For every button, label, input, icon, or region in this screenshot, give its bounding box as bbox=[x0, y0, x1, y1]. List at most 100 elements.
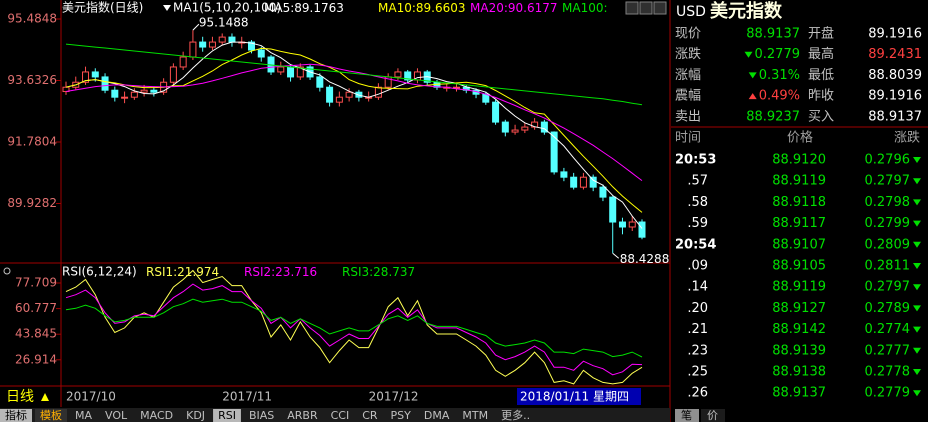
button-icon[interactable] bbox=[625, 1, 639, 15]
tab[interactable]: 更多.. bbox=[496, 408, 536, 422]
tab[interactable]: BIAS bbox=[243, 409, 280, 422]
tab[interactable]: CCI bbox=[325, 409, 355, 422]
tab[interactable]: MA bbox=[70, 409, 98, 422]
tab-label[interactable]: MA bbox=[75, 409, 92, 422]
tab-bg[interactable] bbox=[385, 409, 416, 422]
tab-label[interactable]: DMA bbox=[424, 409, 450, 422]
tab-bg[interactable] bbox=[325, 409, 355, 422]
tick-change: 0.2798 bbox=[865, 195, 911, 210]
tab[interactable]: 指标 bbox=[0, 408, 32, 422]
legend-value: 89.6603 bbox=[416, 1, 466, 15]
tab[interactable]: VOL bbox=[100, 409, 133, 422]
indicator-name[interactable]: MA1(5,10,20,100) bbox=[173, 1, 281, 15]
tab-bg[interactable] bbox=[357, 409, 383, 422]
tab-bg[interactable] bbox=[135, 409, 179, 422]
candle-body bbox=[121, 96, 129, 99]
button-icon[interactable] bbox=[653, 1, 667, 15]
tab-bg[interactable] bbox=[0, 409, 32, 422]
menu-arrow[interactable] bbox=[163, 5, 171, 11]
tab-label[interactable]: CCI bbox=[331, 409, 350, 422]
candle-body bbox=[618, 221, 626, 228]
candle-body bbox=[277, 66, 285, 73]
tab-bg[interactable] bbox=[496, 409, 536, 422]
tab-label[interactable]: VOL bbox=[105, 409, 128, 422]
quote-value: 0.31% bbox=[759, 68, 800, 83]
tick-change: 0.2799 bbox=[865, 216, 911, 231]
tab[interactable]: MACD bbox=[135, 409, 179, 422]
down-arrow bbox=[913, 284, 921, 291]
quote-value: 89.1916 bbox=[868, 89, 922, 104]
tab-label[interactable]: KDJ bbox=[186, 409, 205, 422]
side-tab-bg[interactable] bbox=[675, 409, 699, 422]
side-tab-label[interactable]: 价 bbox=[707, 409, 718, 422]
down-arrow bbox=[913, 178, 921, 185]
tab-bg[interactable] bbox=[35, 409, 67, 422]
tab-bg[interactable] bbox=[181, 409, 211, 422]
tab-bg[interactable] bbox=[282, 409, 323, 422]
tick-change: 0.2796 bbox=[865, 153, 911, 168]
tab[interactable]: ARBR bbox=[282, 409, 323, 422]
down-arrow bbox=[744, 51, 753, 58]
candle-body bbox=[335, 96, 343, 103]
period-label[interactable]: 日线 bbox=[6, 389, 34, 405]
button-icon[interactable] bbox=[639, 1, 653, 15]
tab-label[interactable]: CR bbox=[362, 409, 378, 422]
tab-label[interactable]: 更多.. bbox=[501, 408, 530, 422]
side-tab-label[interactable]: 笔 bbox=[681, 408, 692, 422]
down-arrow bbox=[748, 72, 757, 79]
tab[interactable]: PSY bbox=[385, 409, 416, 422]
tick-change: 0.2774 bbox=[865, 322, 911, 337]
side-tab-bg[interactable] bbox=[701, 409, 725, 422]
candle-body bbox=[550, 131, 558, 173]
tab-label[interactable]: MTM bbox=[462, 409, 488, 422]
tab[interactable]: DMA bbox=[418, 409, 455, 422]
down-arrow bbox=[913, 305, 921, 312]
tab-bg[interactable] bbox=[243, 409, 280, 422]
x-tick-label: 2017/10 bbox=[66, 390, 116, 404]
tab-label[interactable]: RSI bbox=[218, 409, 236, 422]
tab-bg[interactable] bbox=[418, 409, 455, 422]
tab-bg[interactable] bbox=[100, 409, 133, 422]
tab[interactable]: 模板 bbox=[35, 408, 67, 422]
y-tick-label: 43.845 bbox=[15, 327, 57, 341]
tab-bg[interactable] bbox=[213, 409, 241, 422]
tab-bg[interactable] bbox=[457, 409, 494, 422]
tick-time: .57 bbox=[687, 174, 708, 189]
low-label: 88.4288 bbox=[620, 252, 670, 266]
quote-label: 昨收 bbox=[808, 89, 834, 104]
quote-label: 现价 bbox=[675, 27, 701, 42]
legend-value: 21.974 bbox=[177, 265, 219, 279]
y-tick-label: 95.4848 bbox=[7, 12, 57, 26]
tab-label[interactable]: ARBR bbox=[287, 409, 318, 422]
candle-body bbox=[628, 221, 636, 228]
tab[interactable]: MTM bbox=[457, 409, 494, 422]
indicator-icon[interactable] bbox=[3, 267, 11, 275]
chart-title: 美元指数(日线) bbox=[62, 0, 143, 15]
tick-price: 88.9127 bbox=[772, 301, 826, 316]
quote-name: 美元指数 bbox=[710, 0, 783, 22]
cursor-date-box bbox=[517, 388, 641, 405]
candle-body bbox=[501, 121, 509, 133]
tab-bg[interactable] bbox=[70, 409, 98, 422]
tab-label[interactable]: BIAS bbox=[249, 409, 274, 422]
candle-body bbox=[199, 41, 207, 48]
tab-label[interactable]: 指标 bbox=[5, 408, 27, 422]
tab-label[interactable]: PSY bbox=[391, 409, 412, 422]
quote-label: 涨跌 bbox=[675, 46, 701, 62]
tab[interactable]: CR bbox=[357, 409, 383, 422]
rsi-line bbox=[65, 269, 643, 385]
tab[interactable]: KDJ bbox=[181, 409, 211, 422]
tab-label[interactable]: 模板 bbox=[40, 408, 62, 422]
tick-time: 20:53 bbox=[675, 153, 716, 168]
tab-label[interactable]: MACD bbox=[140, 409, 173, 422]
period-arrow[interactable] bbox=[41, 393, 49, 401]
candle-body bbox=[130, 91, 138, 98]
candle-body bbox=[609, 196, 617, 223]
candle-body bbox=[540, 121, 548, 133]
tick-time: .26 bbox=[687, 386, 708, 401]
candle-body bbox=[296, 66, 304, 78]
tab[interactable]: RSI bbox=[213, 409, 241, 422]
tick-time: .20 bbox=[687, 301, 708, 316]
tick-price: 88.9118 bbox=[772, 195, 826, 210]
